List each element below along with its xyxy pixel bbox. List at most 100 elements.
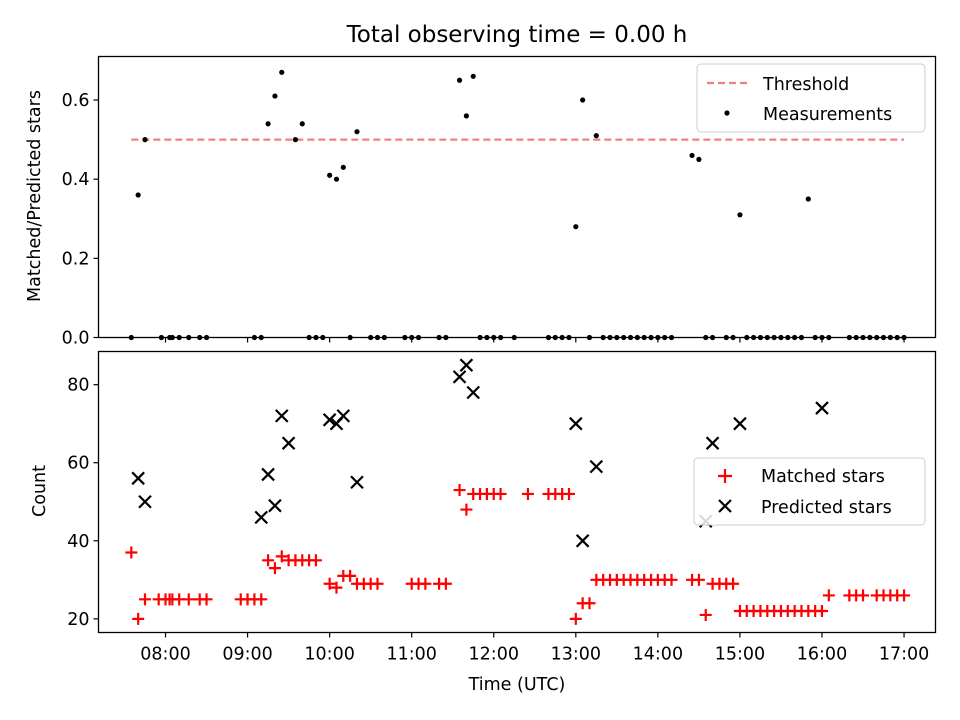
predicted-star-point <box>336 409 351 423</box>
measurement-point <box>272 93 278 99</box>
predicted-star-point <box>138 494 152 509</box>
legend: Matched stars Predicted stars <box>693 457 926 526</box>
legend-matched-swatch <box>718 469 732 483</box>
x-tick-label: 17:00 <box>879 645 929 665</box>
x-tick-label: 12:00 <box>469 645 519 665</box>
matched-star-point <box>200 593 213 606</box>
y-tick-label: 0.4 <box>62 170 90 190</box>
x-axis-label: Time (UTC) <box>468 675 566 695</box>
y-tick-label: 0.2 <box>62 249 90 269</box>
predicted-star-point <box>131 471 145 486</box>
predicted-star-point <box>274 409 289 423</box>
predicted-star-point <box>261 467 275 482</box>
x-tick-label: 11:00 <box>386 645 436 665</box>
matched-star-point <box>268 562 281 575</box>
y-tick-label: 40 <box>67 532 89 552</box>
measurement-point <box>265 121 271 127</box>
matched-star-point <box>419 577 432 590</box>
predicted-star-point <box>281 436 296 450</box>
matched-star-point <box>815 605 828 618</box>
predicted-star-point <box>322 413 337 427</box>
matched-star-point <box>857 589 870 602</box>
matched-star-point <box>139 593 151 606</box>
predicted-star-point <box>452 370 467 384</box>
plot-frame <box>97 55 937 339</box>
legend-threshold-label: Threshold <box>762 75 849 95</box>
matched-star-point <box>132 612 145 625</box>
predicted-star-point <box>350 475 364 490</box>
ratio-panel: Total observing time = 0.00 h Matched/Pr… <box>25 22 937 349</box>
matched-star-point <box>255 593 268 606</box>
matched-star-point <box>521 487 534 500</box>
predicted-star-point <box>254 510 269 525</box>
matched-star-point <box>125 546 138 559</box>
matched-star-point <box>699 608 712 621</box>
legend-measurements-swatch <box>724 110 730 116</box>
predicted-star-point <box>466 385 481 400</box>
measurement-point <box>333 176 340 182</box>
matched-star-point <box>323 577 336 590</box>
measurement-point <box>354 129 360 135</box>
measurement-point <box>805 196 811 202</box>
measurement-point <box>327 172 333 178</box>
measurement-point <box>463 113 469 119</box>
measurement-point <box>689 152 695 159</box>
matched-star-point <box>309 554 322 567</box>
matched-star-point <box>692 573 705 586</box>
y-tick-label: 60 <box>67 454 89 474</box>
predicted-star-point <box>569 416 583 431</box>
predicted-star-point <box>459 358 474 372</box>
y-tick-label: 0.6 <box>62 91 90 111</box>
axis-ticks: 20 40 60 80 08:00 09:00 10:00 11:00 12:00 13:00 14… <box>67 376 929 665</box>
measurement-point <box>135 192 141 198</box>
matched-star-point <box>822 589 835 602</box>
measurement-point <box>299 121 305 127</box>
measurement-point <box>696 156 702 163</box>
measurement-point <box>573 224 579 230</box>
predicted-star-point <box>268 498 282 513</box>
matched-star-point <box>344 569 357 582</box>
legend: Threshold Measurements <box>696 63 926 133</box>
measurement-point <box>593 133 599 139</box>
matched-star-point <box>262 554 275 567</box>
legend-box <box>696 63 926 133</box>
matched-star-point <box>182 593 195 606</box>
matched-star-point <box>371 577 384 590</box>
predicted-star-point <box>815 401 829 415</box>
matched-star-point <box>727 577 740 590</box>
legend-measurements-label: Measurements <box>763 105 892 125</box>
legend-box <box>693 457 926 526</box>
data-points <box>125 358 911 625</box>
measurement-point <box>470 73 476 79</box>
count-panel: Count Time (UTC) 20 40 60 80 08:00 09:00 10:00… <box>30 350 937 695</box>
matched-star-point <box>583 597 596 610</box>
legend-predicted-swatch <box>718 499 732 513</box>
measurement-point <box>292 137 299 143</box>
y-tick-label: 20 <box>67 610 89 630</box>
matched-star-point <box>665 573 678 586</box>
measurement-point <box>580 97 586 103</box>
legend-matched-label: Matched stars <box>761 467 885 487</box>
measurement-point <box>340 164 346 170</box>
matched-star-point <box>898 589 911 602</box>
legend-predicted-label: Predicted stars <box>761 498 892 518</box>
measurement-point <box>142 137 148 143</box>
y-tick-label: 80 <box>67 376 89 396</box>
matched-star-point <box>562 487 575 500</box>
x-tick-label: 09:00 <box>222 645 272 665</box>
predicted-star-point <box>705 436 720 450</box>
x-tick-label: 10:00 <box>304 645 354 665</box>
predicted-star-point <box>589 459 604 474</box>
x-tick-label: 15:00 <box>715 645 765 665</box>
y-axis-label: Matched/Predicted stars <box>25 90 45 302</box>
chart-title: Total observing time = 0.00 h <box>346 22 688 48</box>
predicted-star-point <box>575 534 590 548</box>
matched-star-point <box>439 577 452 590</box>
matched-star-point <box>569 612 582 625</box>
x-tick-label: 08:00 <box>140 645 190 665</box>
matched-star-point <box>453 484 466 497</box>
matched-star-point <box>460 503 473 516</box>
matched-star-point <box>494 487 507 500</box>
plot-frame <box>97 350 937 634</box>
